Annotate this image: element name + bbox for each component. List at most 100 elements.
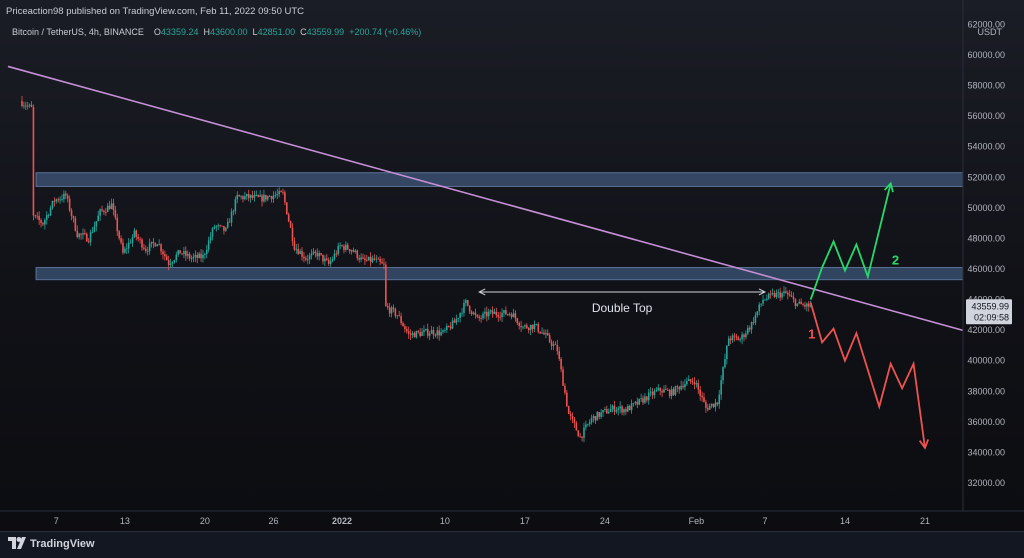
candle-body: [638, 398, 641, 405]
candle-body: [573, 419, 576, 424]
candle-body: [362, 257, 364, 259]
candle-body: [70, 210, 73, 217]
candle-body: [135, 230, 138, 237]
candle-body: [223, 226, 225, 231]
double-top-arrow-left: [478, 288, 486, 296]
candle-body: [720, 380, 722, 395]
candle-body: [486, 311, 488, 317]
last-price-label: 43559.99: [971, 301, 1009, 311]
scenario-layer: 21: [808, 181, 930, 450]
candle-body: [369, 256, 372, 262]
candle-body: [423, 330, 425, 333]
candle-body: [451, 320, 454, 329]
candle-body: [299, 251, 301, 254]
candle-body: [255, 195, 258, 196]
candle-body: [426, 328, 429, 336]
candle-body: [386, 305, 389, 308]
price-chart[interactable]: Double Top 21 62000.0060000.0058000.0056…: [0, 0, 1024, 531]
candle-body: [59, 199, 61, 201]
candle-body: [764, 299, 766, 301]
candle-body: [303, 256, 305, 259]
candle-body: [798, 301, 801, 304]
candle-body: [93, 226, 96, 232]
candle-body: [809, 305, 812, 307]
candle-body: [95, 221, 98, 227]
candle-body: [699, 389, 701, 396]
candle-body: [428, 333, 431, 336]
open-label: O: [153, 27, 161, 37]
price-tick-label: 32000.00: [967, 478, 1005, 488]
candle-body: [729, 338, 732, 341]
candle-body: [272, 195, 275, 200]
candle-body: [560, 358, 562, 370]
candle-body: [251, 195, 254, 198]
candle-body: [249, 195, 252, 198]
candle-body: [400, 316, 402, 323]
candle-body: [653, 391, 656, 396]
candle-body: [564, 385, 566, 393]
time-tick-label: 21: [920, 516, 930, 526]
time-tick-label: Feb: [689, 516, 705, 526]
candle-body: [609, 409, 612, 412]
candle-body: [240, 196, 242, 198]
candle-body: [196, 254, 199, 259]
candle-body: [192, 256, 195, 259]
candle-body: [548, 335, 551, 342]
candle-body: [356, 250, 359, 259]
candle-body: [777, 292, 780, 294]
candle-body: [506, 314, 509, 315]
symbol-name[interactable]: Bitcoin / TetherUS, 4h, BINANCE: [12, 27, 144, 37]
candle-body: [242, 196, 244, 200]
candle-body: [238, 195, 240, 197]
candle-body: [417, 331, 420, 333]
candle-body: [80, 233, 82, 235]
candle-body: [186, 253, 189, 256]
candle-body: [49, 207, 52, 216]
candle-body: [632, 403, 635, 404]
candle-body: [724, 359, 726, 368]
candle-body: [489, 310, 492, 312]
candle-body: [44, 219, 46, 225]
candle-body: [263, 194, 265, 202]
candle-body: [461, 312, 463, 314]
countdown-label: 02:09:58: [974, 312, 1009, 322]
tradingview-logo[interactable]: TradingView: [8, 537, 95, 550]
candle-body: [348, 249, 351, 252]
candle-body: [57, 199, 59, 201]
candle-body: [773, 293, 776, 297]
low-label: L: [252, 27, 258, 37]
high-label: H: [203, 27, 210, 37]
candle-body: [455, 318, 458, 323]
candle-body: [65, 193, 67, 196]
candle-body: [440, 332, 442, 336]
scenario-2-label: 2: [892, 253, 899, 268]
candles-layer: [21, 95, 812, 443]
candle-body: [266, 196, 269, 200]
candle-body: [493, 311, 496, 314]
candle-body: [447, 325, 450, 327]
candle-body: [533, 324, 536, 329]
candle-body: [606, 409, 608, 414]
candle-body: [207, 240, 210, 250]
price-tick-label: 56000.00: [967, 111, 1005, 121]
candle-body: [339, 245, 341, 247]
candle-body: [188, 253, 191, 259]
candle-body: [552, 344, 555, 346]
candle-body: [177, 250, 180, 255]
candle-body: [301, 251, 303, 257]
candle-body: [680, 385, 682, 390]
candle-body: [371, 258, 374, 262]
candle-body: [628, 406, 631, 411]
candle-body: [217, 225, 220, 227]
price-tick-label: 52000.00: [967, 172, 1005, 182]
candle-body: [78, 233, 80, 238]
candle-body: [518, 323, 521, 326]
candle-body: [87, 241, 90, 243]
candle-body: [278, 191, 280, 195]
candle-body: [232, 211, 235, 213]
candle-body: [305, 258, 307, 260]
candle-body: [697, 383, 700, 390]
candle-body: [185, 250, 187, 256]
candle-body: [164, 254, 166, 257]
candle-body: [501, 312, 503, 318]
